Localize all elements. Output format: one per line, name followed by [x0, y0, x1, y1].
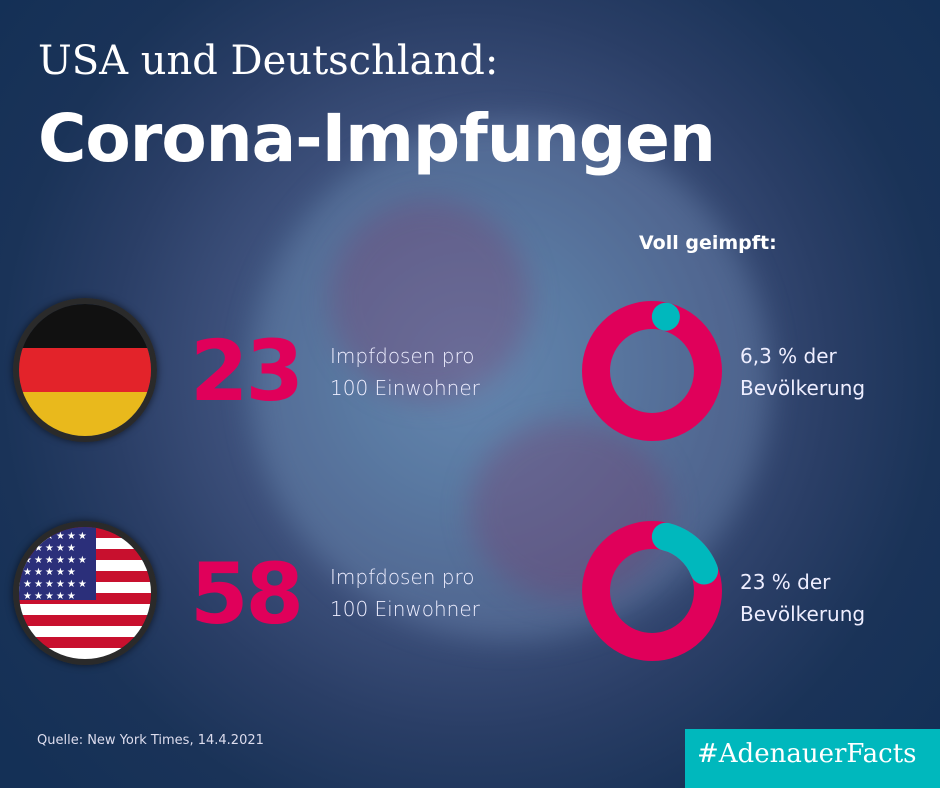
germany-flag-icon	[13, 298, 157, 442]
donut-remaining-slice	[582, 301, 722, 441]
germany-percent-label: 6,3 % der Bevölkerung	[740, 344, 866, 400]
donut-vaccinated-slice	[582, 521, 722, 661]
page-title: Corona-Impfungen	[38, 100, 716, 177]
donut-vaccinated-slice	[582, 301, 722, 441]
usa-doses-label: Impfdosen pro 100 Einwohner	[330, 565, 480, 621]
source-note: Quelle: New York Times, 14.4.2021	[37, 733, 264, 748]
germany-doses-label: Impfdosen pro 100 Einwohner	[330, 344, 480, 400]
hashtag-badge: #AdenauerFacts	[685, 729, 940, 788]
virus-spike	[470, 420, 670, 600]
usa-doses: 58	[190, 545, 304, 643]
virus-spike	[330, 200, 530, 400]
usa-donut	[582, 521, 722, 661]
germany-doses: 23	[190, 322, 304, 420]
germany-donut	[582, 301, 722, 441]
section-label: Voll geimpft:	[639, 232, 777, 254]
usa-flag-icon: ★★★★★★ ★★★★★ ★★★★★★ ★★★★★ ★★★★★★ ★★★★★	[13, 521, 157, 665]
usa-percent-label: 23 % der Bevölkerung	[740, 570, 866, 626]
subtitle: USA und Deutschland:	[38, 38, 499, 84]
